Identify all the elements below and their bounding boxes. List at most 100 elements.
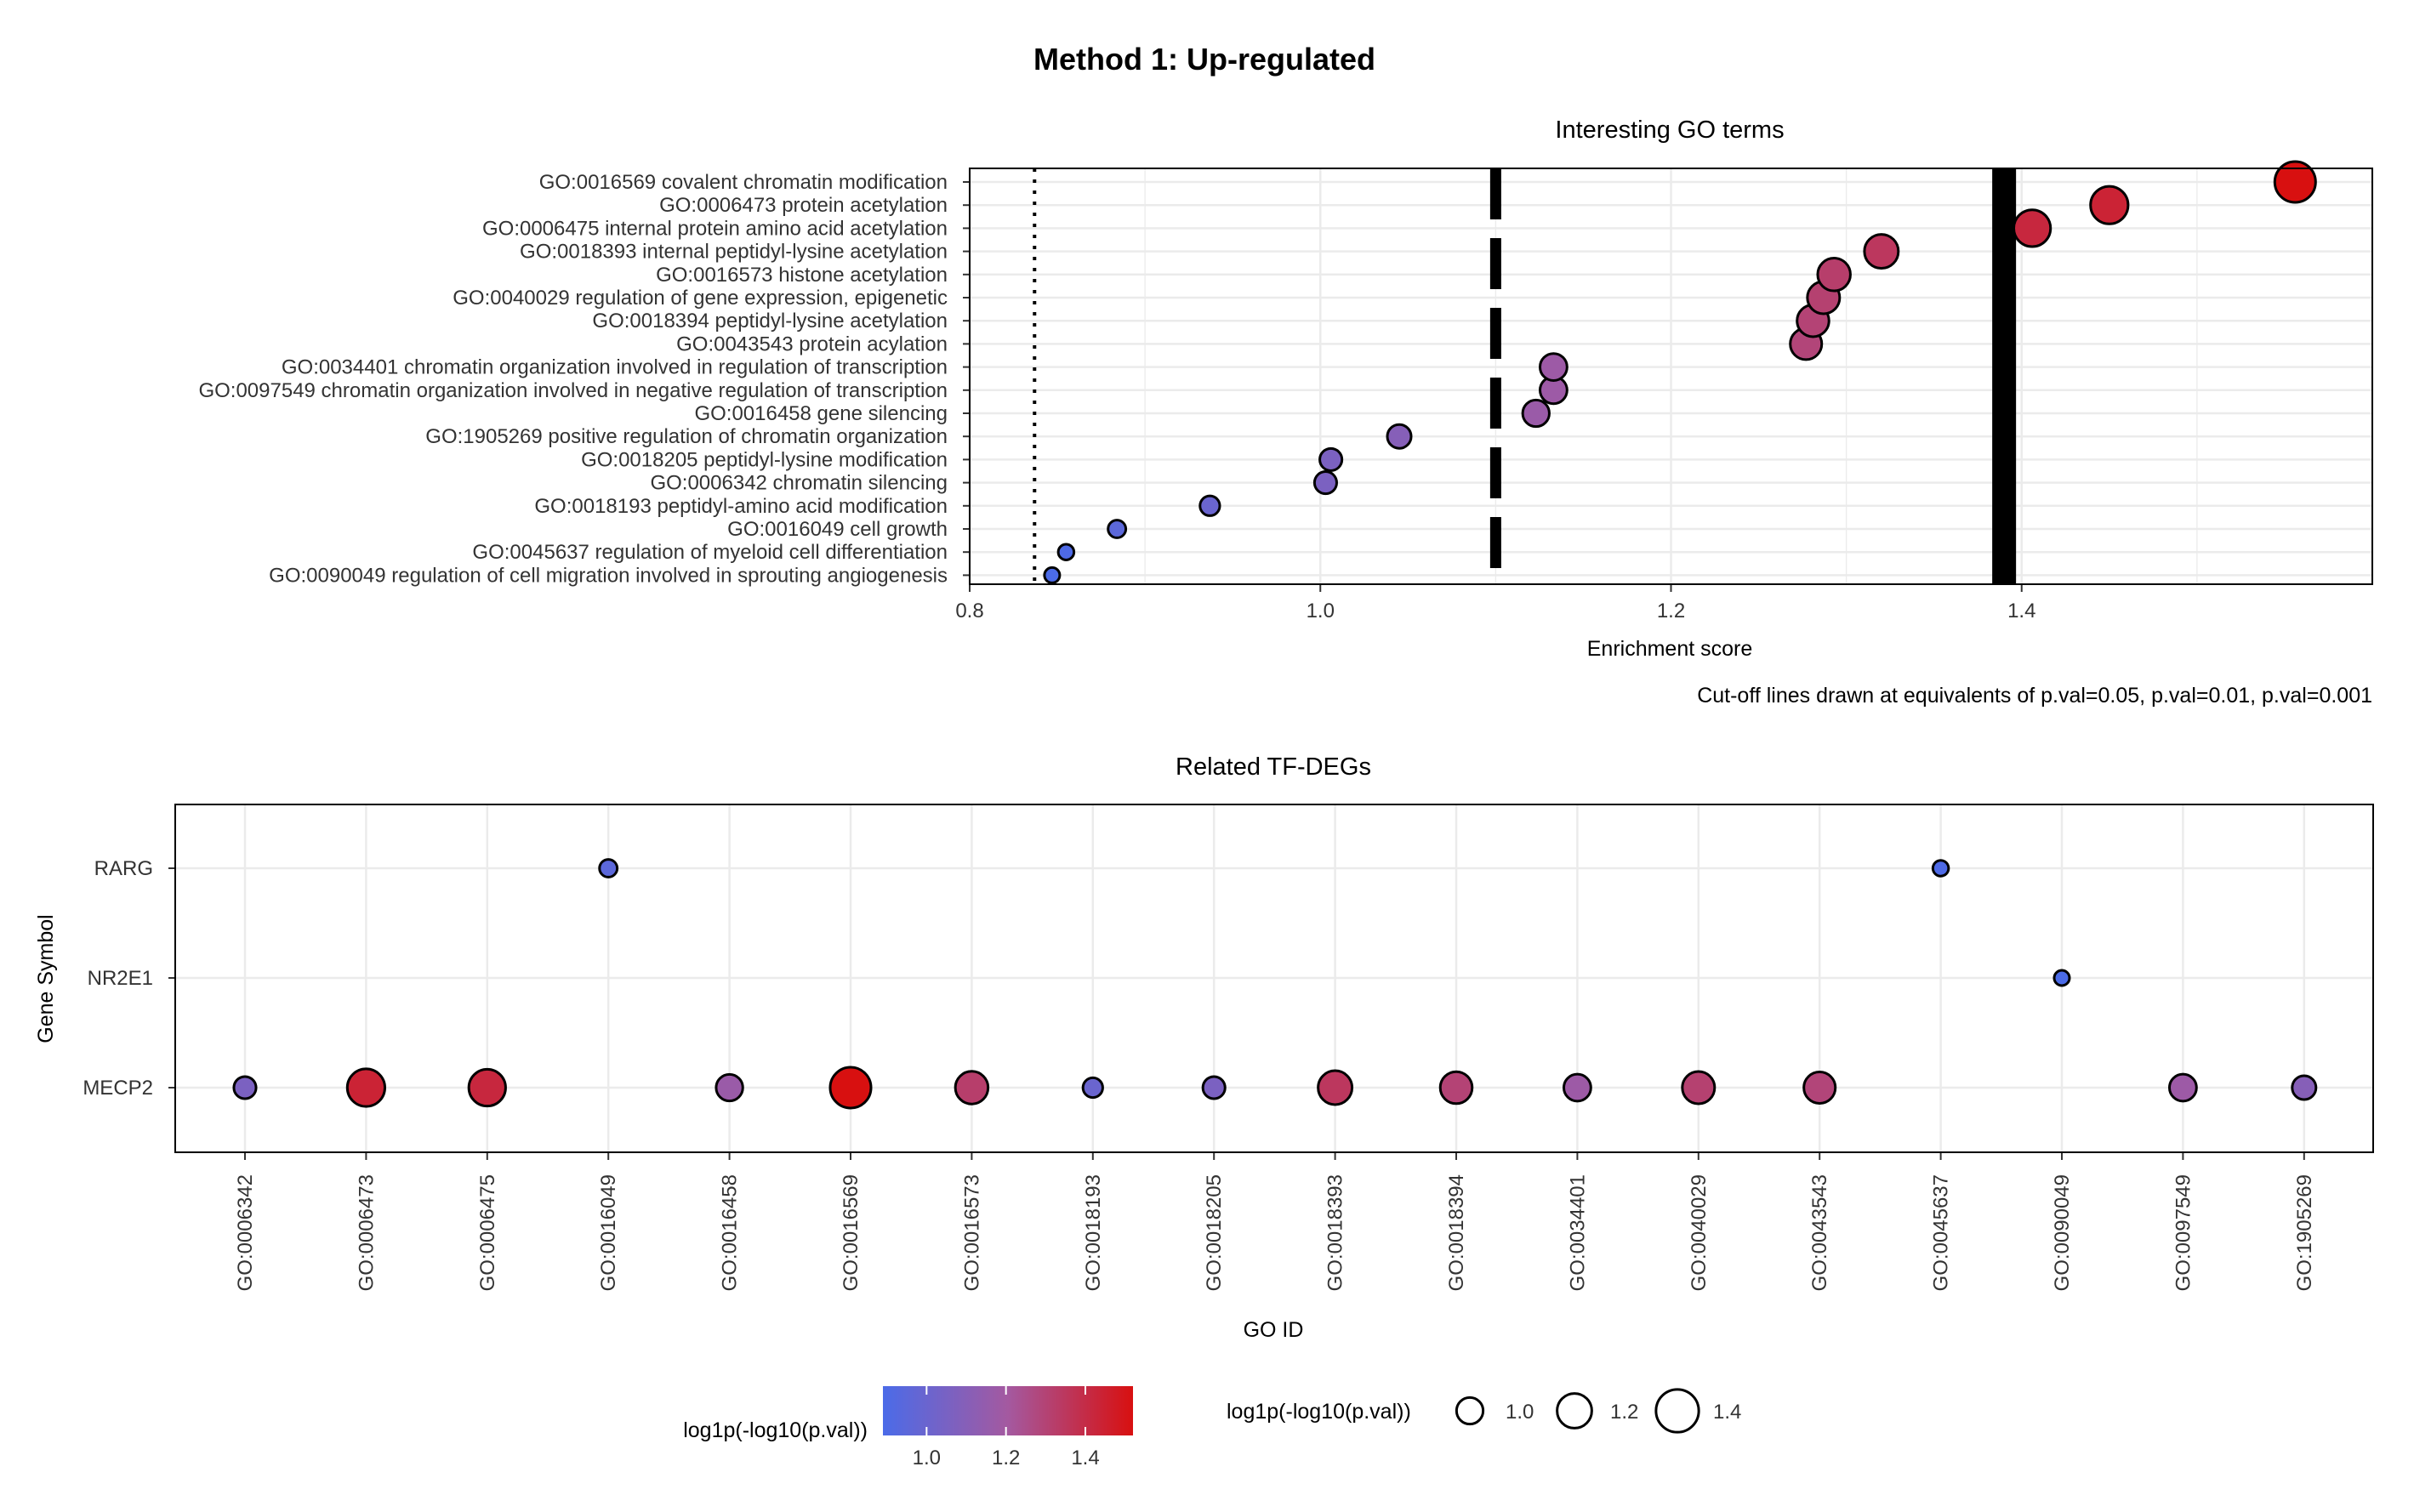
go-terms-plot-frame [969,168,2373,585]
go-id-axis-title: GO ID [1244,1318,1304,1342]
tf-deg-point [2167,1072,2198,1103]
color-legend-label: 1.0 [913,1447,941,1469]
cutoff-caption: Cut-off lines drawn at equivalents of p.… [1697,684,2372,708]
go-id-label: GO:0016569 [840,1174,863,1291]
go-term-label: GO:0016573 histone acetylation [656,264,948,287]
go-term-label: GO:0006475 internal protein amino acid a… [482,217,948,240]
go-id-label: GO:0006473 [355,1174,378,1291]
tf-deg-point [1201,1075,1227,1100]
go-term-label: GO:0018193 peptidyl-amino acid modificat… [534,495,948,518]
enrichment-axis: 0.8 1.0 1.2 1.4 [955,584,2035,622]
go-id-label: GO:0018205 [1203,1174,1226,1291]
color-legend-label: 1.2 [992,1447,1020,1469]
tf-deg-point [1081,1076,1104,1100]
go-terms-points [1043,160,2317,584]
go-id-labels: GO:0006342 GO:0006473 GO:0006475 GO:0016049… [234,1152,2316,1291]
color-legend-bar [883,1386,1133,1435]
go-term-label: GO:0040029 regulation of gene expression… [453,287,948,310]
go-term-label: GO:0016569 covalent chromatin modificati… [539,171,948,194]
tf-deg-point [232,1075,258,1100]
go-term-label: GO:0090049 regulation of cell migration … [269,564,948,587]
tf-deg-point [954,1070,990,1106]
size-legend-label: 1.2 [1610,1401,1638,1424]
go-term-point [1538,352,1569,383]
go-terms-gridlines [968,168,2374,584]
go-id-label: GO:0016458 [719,1174,742,1291]
go-id-label: GO:0045637 [1930,1174,1953,1291]
go-term-point [2089,185,2130,225]
x-tick-label: 1.4 [2007,600,2035,622]
tf-deg-point [1681,1070,1717,1106]
size-legend-circle [1654,1388,1700,1434]
figure-title: Method 1: Up-regulated [1033,42,1375,77]
x-tick-label: 1.2 [1657,600,1685,622]
x-tick-label: 1.0 [1307,600,1335,622]
legend: log1p(-log10(p.val)) 1.0 1.2 1.4 log1p(-lo… [683,1386,1741,1469]
tf-deg-point [828,1066,873,1110]
go-term-point [1318,446,1344,472]
tf-deg-point [1562,1072,1592,1103]
tf-degs-points [232,858,2318,1110]
go-id-label: GO:1905269 [2293,1174,2316,1291]
tf-degs-panel: Related TF-DEGs RARG NR2E1 MECP2 GO:000634… [34,753,2374,1342]
gene-label: NR2E1 [88,967,153,990]
go-term-label: GO:0097549 chromatin organization involv… [198,379,948,402]
tf-deg-point [715,1072,744,1103]
go-term-label: GO:0018205 peptidyl-lysine modification [581,448,948,471]
color-legend-ticks: 1.0 1.2 1.4 [913,1386,1100,1469]
tf-degs-plot-frame [174,804,2374,1153]
go-id-label: GO:0006475 [476,1174,499,1291]
go-term-label: GO:0006473 protein acetylation [659,194,948,217]
go-term-label: GO:0045637 regulation of myeloid cell di… [472,541,948,564]
go-term-point [1386,423,1413,450]
go-term-point [1198,494,1221,517]
tf-deg-point [2291,1074,2318,1101]
go-id-label: GO:0090049 [2051,1174,2074,1291]
go-term-point [1043,566,1062,584]
gene-symbol-axis-title: Gene Symbol [34,914,58,1043]
go-term-point [1863,233,1900,270]
go-term-label: GO:0016049 cell growth [727,518,948,541]
go-term-label: GO:0043543 protein acylation [676,333,948,355]
size-legend-label: 1.4 [1713,1401,1741,1424]
go-id-label: GO:0043543 [1808,1174,1831,1291]
tf-deg-point [2052,969,2071,987]
go-term-point [1056,543,1076,561]
go-term-point [1312,470,1338,496]
go-term-label: GO:0016458 gene silencing [694,402,948,425]
x-tick-label: 0.8 [955,600,983,622]
go-term-point [1521,398,1551,429]
color-legend-title: log1p(-log10(p.val)) [683,1418,868,1442]
go-id-label: GO:0040029 [1688,1174,1711,1291]
tf-degs-gridlines [175,804,2373,1152]
go-terms-labels: GO:0016569 covalent chromatin modificati… [198,171,970,587]
gene-label: MECP2 [83,1077,153,1100]
go-terms-panel: Interesting GO terms GO:0016569 covalent… [198,117,2374,708]
go-id-label: GO:0016573 [960,1174,983,1291]
go-id-label: GO:0097549 [2172,1174,2195,1291]
go-term-point [2273,160,2317,204]
tf-deg-point [1931,859,1950,878]
go-term-point [1816,257,1852,293]
go-id-label: GO:0016049 [597,1174,620,1291]
size-legend-circle [1455,1395,1485,1426]
cutoff-lines [1033,168,2017,584]
go-id-label: GO:0018393 [1324,1174,1347,1291]
go-id-label: GO:0018193 [1082,1174,1105,1291]
tf-deg-point [1802,1070,1837,1106]
tf-deg-point [1438,1070,1474,1106]
gene-labels: RARG NR2E1 MECP2 [83,857,175,1100]
go-term-label: GO:0006342 chromatin silencing [650,472,948,495]
go-id-label: GO:0034401 [1566,1174,1589,1291]
go-id-label: GO:0006342 [234,1174,257,1291]
enrichment-axis-title: Enrichment score [1587,637,1753,661]
go-id-label: GO:0018394 [1445,1174,1468,1291]
tf-deg-point [345,1067,386,1108]
go-term-point [1107,519,1128,539]
go-terms-panel-title: Interesting GO terms [1555,117,1784,144]
go-term-label: GO:1905269 positive regulation of chroma… [425,425,948,448]
size-legend-circle [1556,1392,1593,1430]
go-term-label: GO:0018393 internal peptidyl-lysine acet… [520,241,948,264]
color-legend-label: 1.4 [1071,1447,1099,1469]
gene-label: RARG [94,857,153,880]
